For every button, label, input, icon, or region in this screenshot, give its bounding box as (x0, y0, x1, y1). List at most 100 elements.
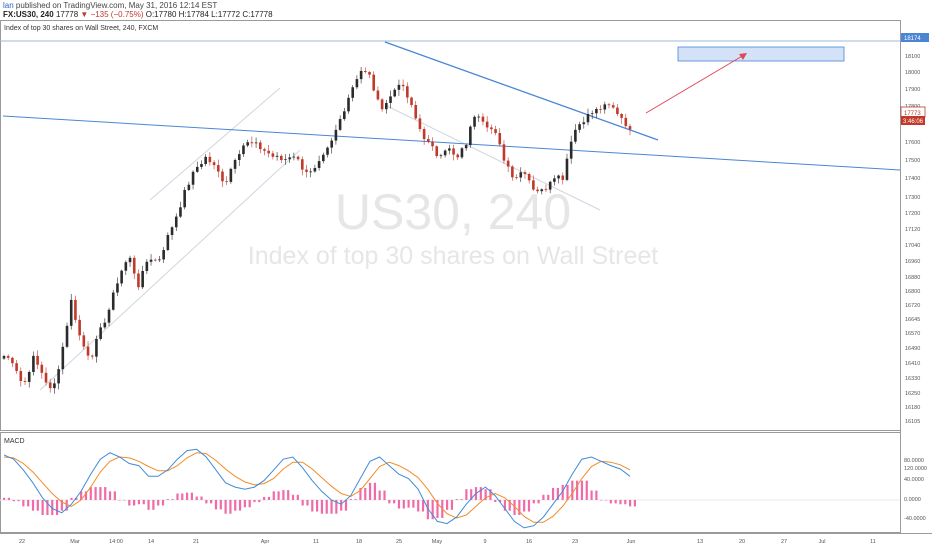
price-tick-label: 17400 (905, 176, 920, 182)
histogram-bar (470, 489, 473, 500)
price-axis[interactable]: 1810018000179001780017700176001750017400… (905, 54, 920, 425)
histogram-bar (503, 499, 506, 511)
macd-pane-frame (0, 432, 901, 533)
candle-body (183, 189, 186, 208)
candle-body (187, 184, 191, 190)
channel-line-lower (39, 149, 301, 391)
candle-body (485, 121, 489, 128)
candle-body (111, 292, 115, 310)
candle-body (368, 71, 371, 75)
chart-area[interactable]: US30, 240 Index of top 30 shares on Wall… (0, 20, 932, 550)
histogram-bar (234, 499, 237, 511)
histogram-bar (450, 499, 454, 510)
histogram-bar (624, 499, 627, 505)
histogram-bar (364, 487, 367, 500)
time-axis[interactable]: 22 Mar 14:00 14 21 Apr 11 18 25 May 9 16 23 Jun 13 20 27… (19, 539, 876, 545)
candle-body (364, 70, 367, 72)
candle-body (23, 381, 27, 382)
histogram-bar (253, 499, 256, 503)
histogram-bar (108, 491, 112, 500)
candle-body (78, 319, 81, 336)
candle-body (330, 140, 334, 148)
histogram-bar (489, 489, 492, 500)
upper-trendline[interactable] (384, 41, 659, 141)
histogram-bar (94, 487, 97, 500)
histogram-bar (238, 499, 242, 511)
candle-body (494, 129, 497, 133)
time-tick-label: 14 (148, 539, 154, 545)
candle-body (519, 172, 523, 178)
candle-body (616, 107, 619, 114)
candle-body (410, 97, 413, 106)
histogram-bar (248, 499, 251, 508)
candle-body (2, 355, 6, 359)
histogram-bar (229, 499, 232, 514)
candle-body (502, 144, 506, 161)
target-box[interactable] (677, 46, 845, 62)
time-tick-label: Mar (70, 539, 80, 545)
candle-body (473, 116, 476, 127)
histogram-bar (446, 499, 449, 510)
histogram-bar (523, 499, 526, 512)
time-tick-label: Apr (261, 539, 270, 545)
histogram-bar (619, 499, 622, 505)
candle-body (153, 259, 157, 261)
histogram-bar (200, 496, 203, 500)
ohlc-low: L:17772 (211, 10, 241, 19)
histogram-bar (128, 499, 131, 506)
histogram-bar (171, 499, 174, 500)
price-tick-label: 16960 (905, 259, 920, 265)
candle-body (460, 148, 464, 158)
candle-body (233, 159, 237, 169)
candle-body (86, 346, 90, 356)
candle-body (376, 90, 380, 100)
price-change: ▼ −135 (−0.75%) (80, 10, 144, 19)
candle-body (590, 113, 594, 115)
histogram-bar (243, 499, 246, 508)
candle-body (250, 142, 254, 144)
candle-body (141, 270, 144, 288)
candle-body (611, 105, 615, 108)
histogram-bar (585, 480, 588, 500)
author-link[interactable]: lan (3, 1, 14, 10)
price-tick-label: 16490 (905, 346, 920, 352)
histogram-bar (22, 499, 25, 507)
candle-body (540, 189, 544, 192)
candle-body (204, 156, 207, 164)
time-tick-label: 27 (781, 539, 787, 545)
candle-body (216, 165, 220, 172)
histogram-bar (60, 499, 63, 511)
candle-body (477, 116, 481, 118)
histogram-bar (349, 499, 352, 500)
last-price: 17778 (55, 10, 79, 19)
histogram-bar (316, 499, 319, 512)
candle-body (620, 113, 623, 118)
support-line[interactable] (2, 115, 901, 171)
candle-body (431, 141, 434, 147)
histogram-bar (46, 499, 49, 515)
macd-label: MACD (4, 438, 25, 445)
histogram-bar (296, 494, 299, 500)
candle-body (578, 124, 581, 130)
histogram-bar (291, 494, 295, 500)
candle-body (149, 259, 153, 262)
candle-body (372, 74, 376, 91)
histogram-bar (417, 499, 420, 512)
histogram-bar (301, 499, 304, 506)
candle-body (40, 364, 44, 373)
histogram-bar (176, 493, 179, 500)
candle-body (317, 161, 321, 168)
candle-body (254, 142, 258, 144)
histogram-bar (267, 496, 271, 500)
candle-body (225, 181, 228, 183)
candle-body (191, 171, 195, 185)
watermark-symbol: US30, 240 (335, 184, 571, 240)
candle-body (292, 156, 296, 158)
symbol[interactable]: FX:US30, 240 (3, 10, 54, 19)
candle-body (279, 155, 283, 161)
price-tick-label: 16720 (905, 303, 920, 309)
projection-arrow[interactable] (645, 54, 745, 114)
top-marker-badge (901, 33, 929, 42)
candle-body (158, 259, 161, 261)
candle-body (393, 89, 397, 97)
